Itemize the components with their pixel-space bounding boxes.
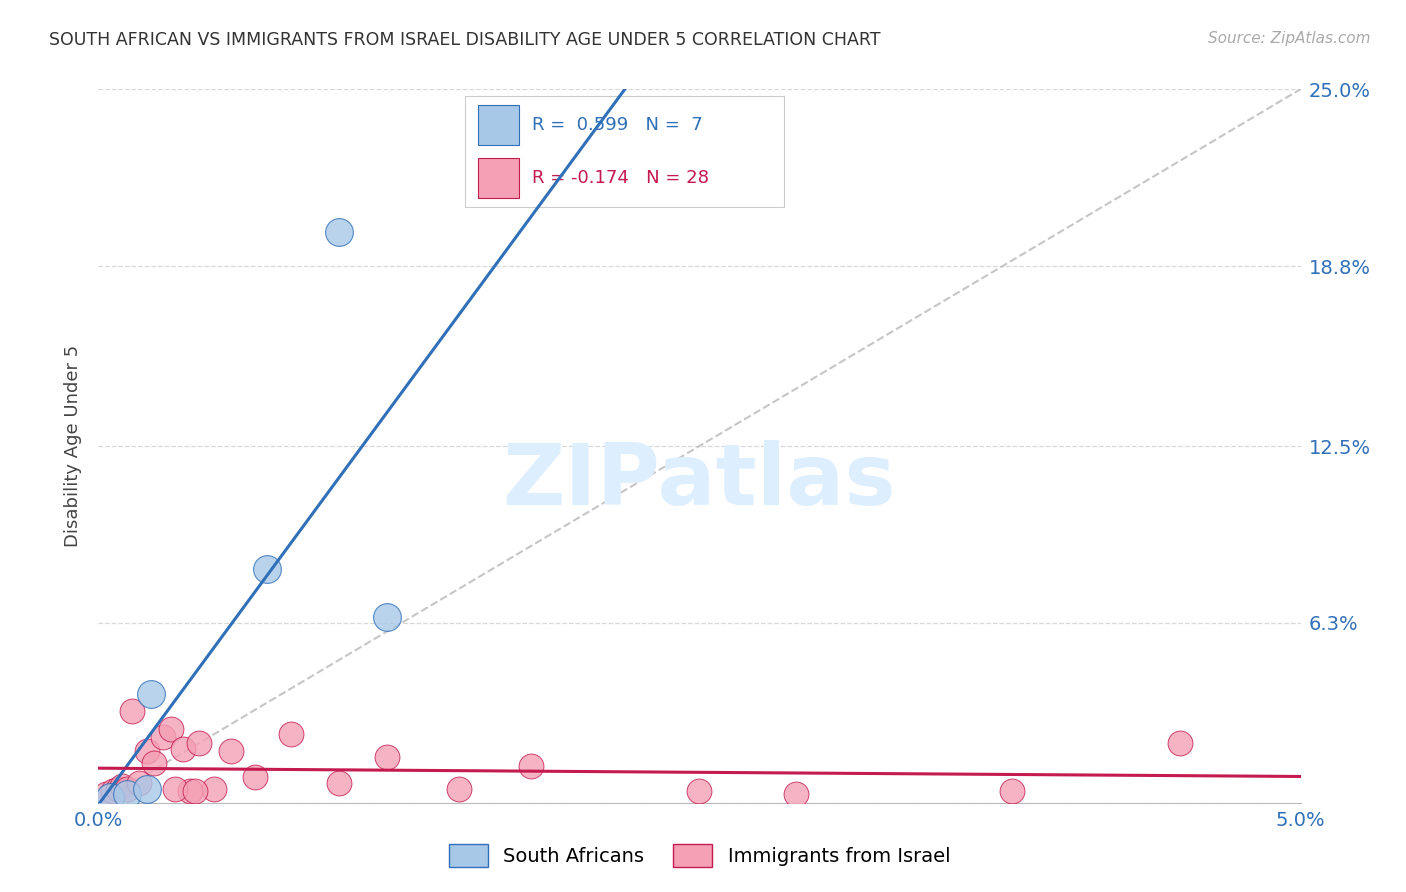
- Point: [94, 787, 117, 801]
- Point: [142, 756, 165, 770]
- Point: [520, 758, 543, 772]
- Point: [280, 727, 302, 741]
- Point: [179, 784, 201, 798]
- Point: [1001, 784, 1024, 798]
- Point: [117, 781, 139, 796]
- Point: [135, 781, 157, 796]
- Text: SOUTH AFRICAN VS IMMIGRANTS FROM ISRAEL DISABILITY AGE UNDER 5 CORRELATION CHART: SOUTH AFRICAN VS IMMIGRANTS FROM ISRAEL …: [49, 31, 880, 49]
- Point: [141, 687, 163, 701]
- Point: [152, 730, 174, 744]
- Point: [328, 776, 350, 790]
- Point: [111, 779, 134, 793]
- Point: [135, 744, 157, 758]
- Point: [202, 781, 225, 796]
- Point: [375, 610, 398, 624]
- Legend: South Africans, Immigrants from Israel: South Africans, Immigrants from Israel: [441, 836, 957, 875]
- Point: [243, 770, 266, 784]
- Point: [219, 744, 242, 758]
- Point: [100, 790, 122, 805]
- Point: [165, 781, 187, 796]
- Point: [183, 784, 205, 798]
- Point: [121, 705, 143, 719]
- Text: Source: ZipAtlas.com: Source: ZipAtlas.com: [1208, 31, 1371, 46]
- Point: [107, 781, 129, 796]
- Y-axis label: Disability Age Under 5: Disability Age Under 5: [65, 345, 83, 547]
- Point: [447, 781, 470, 796]
- Point: [172, 741, 194, 756]
- Point: [1170, 736, 1192, 750]
- Point: [256, 562, 278, 576]
- Point: [785, 787, 807, 801]
- Point: [375, 750, 398, 764]
- Point: [328, 225, 350, 239]
- Point: [128, 776, 150, 790]
- Point: [188, 736, 211, 750]
- Point: [117, 787, 139, 801]
- Text: ZIPatlas: ZIPatlas: [502, 440, 897, 524]
- Point: [689, 784, 711, 798]
- Point: [101, 784, 124, 798]
- Point: [159, 722, 181, 736]
